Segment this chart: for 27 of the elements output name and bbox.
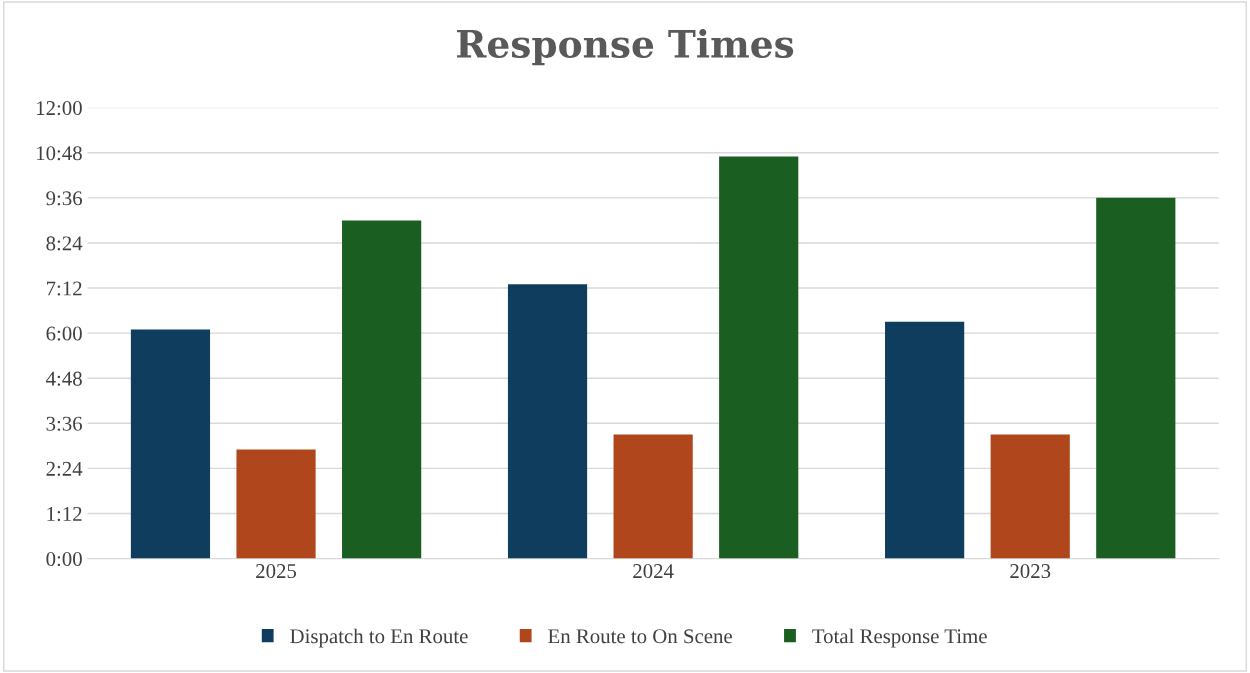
bar: [990, 434, 1070, 559]
x-tick-label: 2023: [1010, 564, 1051, 579]
bar: [719, 156, 799, 559]
y-tick-label: 6:00: [46, 326, 82, 341]
bar: [1096, 197, 1176, 559]
bar: [342, 220, 422, 559]
y-tick-label: 2:24: [46, 461, 83, 476]
y-tick-label: 1:12: [47, 506, 82, 522]
bar: [236, 449, 316, 559]
legend-label: En Route to On Scene: [548, 629, 732, 644]
bar: [130, 329, 211, 559]
y-tick-label: 7:12: [46, 281, 82, 296]
y-tick-label: 12:00: [37, 101, 82, 116]
x-tick-label: 2024: [633, 564, 674, 579]
y-tick-label: 9:36: [46, 191, 83, 206]
y-tick-label: 0:00: [46, 551, 82, 567]
legend-label: Dispatch to En Route: [290, 628, 468, 648]
bar: [613, 434, 693, 559]
chart-title: Response Times: [457, 28, 794, 66]
y-tick-label: 3:36: [46, 416, 83, 431]
y-tick-label: 10:48: [37, 146, 82, 161]
x-tick-label: 2025: [256, 564, 297, 579]
bar: [507, 284, 588, 559]
y-tick-label: 8:24: [46, 236, 83, 251]
legend-label: Total Response Time: [812, 628, 987, 648]
bar: [885, 321, 965, 559]
y-tick-label: 4:48: [46, 371, 82, 386]
